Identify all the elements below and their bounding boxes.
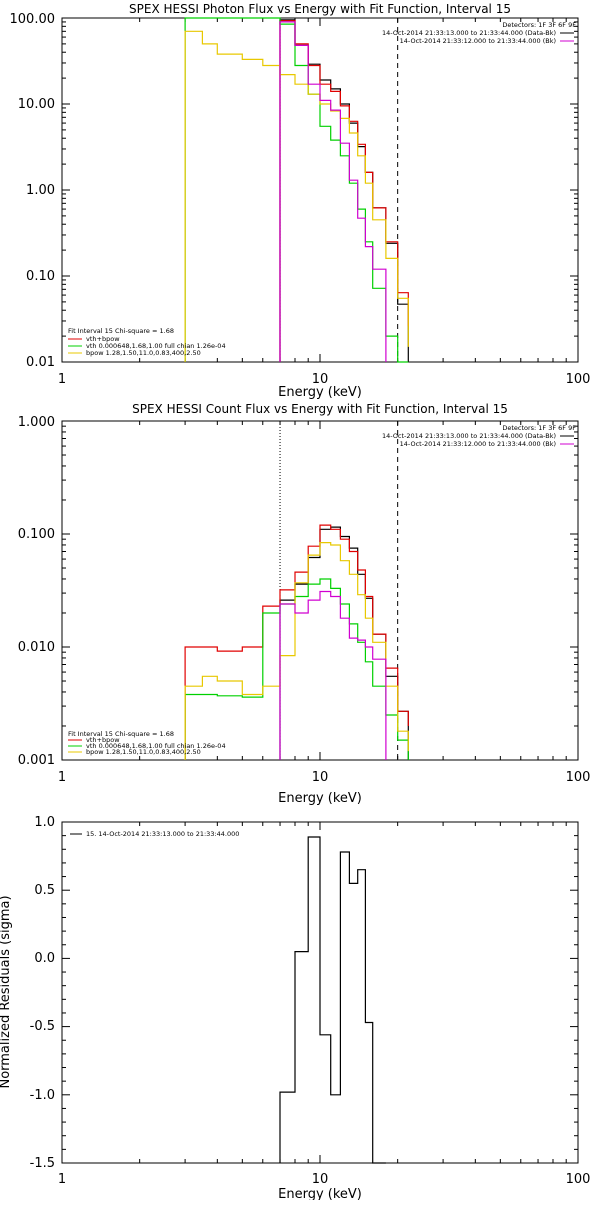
residuals-y-tick-label: -0.5 xyxy=(30,1019,55,1034)
residuals-x-tick-label: 100 xyxy=(566,1172,591,1187)
count-flux-vth-legend-label: vth 0.000648,1.68,1.00 full chian 1.26e-… xyxy=(86,742,226,750)
residuals-x-ticks xyxy=(61,822,567,1163)
count-flux-bpow-legend-label: bpow 1.28,1.50,11.0,0.83,400,2.50 xyxy=(86,748,201,756)
photon-flux-vth-bpow-legend-label: vth+bpow xyxy=(86,335,120,343)
photon-flux-fit-legend-title: Fit Interval 15 Chi-square = 1.68 xyxy=(68,327,174,335)
photon-flux-series xyxy=(184,17,409,363)
count-flux-bk-interval-label: 14-Oct-2014 21:33:12.000 to 21:33:44.000… xyxy=(400,440,556,448)
photon-flux-panel: SPEX HESSI Photon Flux vs Energy with Fi… xyxy=(10,2,591,400)
count-flux-plot-frame xyxy=(61,420,579,761)
count-flux-y-tick-label: 0.010 xyxy=(18,640,55,655)
residuals-x-axis-label: Energy (keV) xyxy=(278,1187,362,1200)
photon-flux-data-interval-label: 14-Oct-2014 21:33:13.000 to 21:33:44.000… xyxy=(382,29,556,37)
photon-flux-x-tick-label: 100 xyxy=(566,372,591,387)
photon-flux-y-tick-label: 0.01 xyxy=(26,355,55,370)
residuals-series xyxy=(279,836,386,1164)
residuals-y-ticks xyxy=(62,821,578,1164)
photon-flux-x-axis-label: Energy (keV) xyxy=(278,385,362,400)
series-vth xyxy=(184,17,409,363)
count-flux-markers xyxy=(279,421,399,760)
series-bk xyxy=(279,21,387,362)
residuals-y-axis-label: Normalized Residuals (sigma) xyxy=(0,895,13,1088)
count-flux-panel: SPEX HESSI Count Flux vs Energy with Fit… xyxy=(18,402,591,806)
residuals-y-tick-label: -1.0 xyxy=(30,1088,55,1103)
photon-flux-markers xyxy=(279,18,399,362)
photon-flux-y-tick-label: 0.10 xyxy=(26,269,55,284)
series-vth xyxy=(184,578,409,760)
series-vth_bpow xyxy=(184,524,409,760)
photon-flux-y-tick-label: 1.00 xyxy=(26,183,55,198)
count-flux-title: SPEX HESSI Count Flux vs Energy with Fit… xyxy=(132,402,508,416)
residuals-panel: 1 10 100 -1.5 -1.0 -0.5 0.0 0.5 1.0 Ener… xyxy=(0,815,591,1202)
photon-flux-x-tick-label: 10 xyxy=(312,372,329,387)
photon-flux-detectors-label: Detectors: 1F 3F 6F 9F xyxy=(502,21,576,29)
photon-flux-bpow-legend-label: bpow 1.28,1.50,11.0,0.83,400,2.50 xyxy=(86,349,201,357)
residuals-legend-label: 15. 14-Oct-2014 21:33:13.000 to 21:33:44… xyxy=(86,830,239,838)
count-flux-vth-bpow-legend-label: vth+bpow xyxy=(86,736,120,744)
photon-flux-x-ticks xyxy=(61,18,567,362)
residuals-y-tick-label: 0.0 xyxy=(34,951,55,966)
residuals-y-tick-label: -1.5 xyxy=(30,1156,55,1171)
count-flux-series xyxy=(184,524,409,760)
residuals-y-tick-label: 1.0 xyxy=(34,815,55,830)
photon-flux-y-tick-label: 100.00 xyxy=(10,12,56,27)
count-flux-detectors-label: Detectors: 1F 3F 6F 9F xyxy=(502,424,576,432)
count-flux-x-axis-label: Energy (keV) xyxy=(278,791,362,806)
count-flux-y-tick-label: 1.000 xyxy=(18,415,55,430)
photon-flux-vth-legend-label: vth 0.000648,1.68,1.00 full chian 1.26e-… xyxy=(86,342,226,350)
count-flux-x-tick-label: 10 xyxy=(312,770,329,785)
residuals-x-tick-label: 1 xyxy=(58,1172,66,1187)
count-flux-x-ticks xyxy=(61,421,567,760)
photon-flux-y-ticks xyxy=(62,21,578,363)
count-flux-fit-legend-title: Fit Interval 15 Chi-square = 1.68 xyxy=(68,730,174,738)
residuals-x-tick-label: 10 xyxy=(312,1172,329,1187)
residuals-y-tick-label: 0.5 xyxy=(34,883,55,898)
photon-flux-x-tick-label: 1 xyxy=(58,372,66,387)
count-flux-data-interval-label: 14-Oct-2014 21:33:13.000 to 21:33:44.000… xyxy=(382,432,556,440)
photon-flux-y-tick-label: 10.00 xyxy=(18,97,55,112)
series-vth_bpow xyxy=(279,20,409,362)
series-residuals xyxy=(279,836,386,1164)
series-bpow xyxy=(184,542,409,760)
series-bk xyxy=(279,590,387,760)
series-data xyxy=(279,19,409,362)
count-flux-y-ticks xyxy=(62,425,578,761)
series-bpow xyxy=(184,30,409,362)
count-flux-x-tick-label: 1 xyxy=(58,770,66,785)
photon-flux-title: SPEX HESSI Photon Flux vs Energy with Fi… xyxy=(129,2,511,16)
count-flux-y-tick-label: 0.100 xyxy=(18,527,55,542)
photon-flux-bk-interval-label: 14-Oct-2014 21:33:12.000 to 21:33:44.000… xyxy=(400,37,556,45)
count-flux-y-tick-label: 0.001 xyxy=(18,753,55,768)
series-data xyxy=(279,526,409,760)
count-flux-x-tick-label: 100 xyxy=(566,770,591,785)
